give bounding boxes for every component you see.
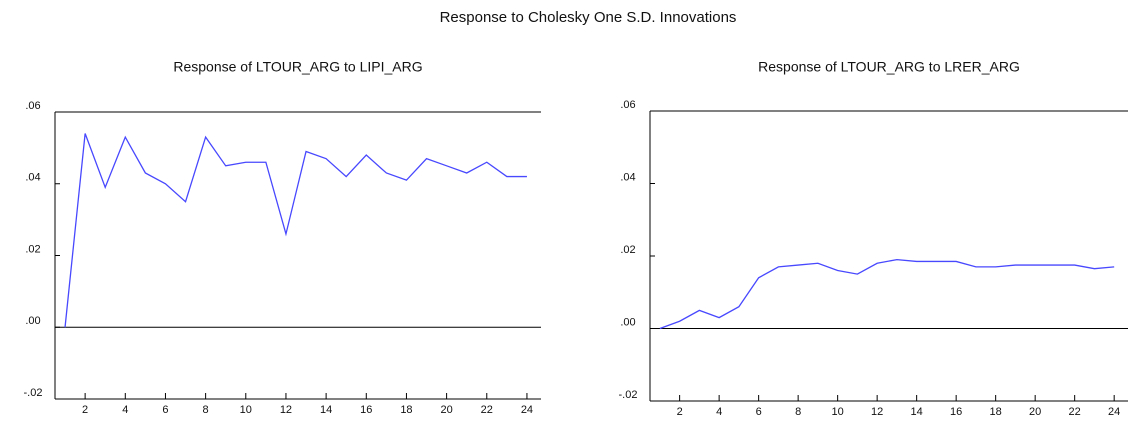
x-tick-label: 14: [320, 404, 332, 416]
x-tick-label: 24: [521, 404, 533, 416]
x-tick-label: 12: [871, 406, 883, 418]
x-tick-label: 8: [203, 404, 209, 416]
x-tick-label: 20: [440, 404, 452, 416]
series-line: [64, 133, 527, 328]
x-tick-label: 6: [756, 406, 762, 418]
x-tick-label: 16: [950, 406, 962, 418]
x-tick-label: 18: [990, 406, 1002, 418]
x-tick-label: 4: [716, 406, 722, 418]
y-tick-label: -.02: [619, 389, 638, 401]
x-tick-label: 22: [481, 404, 493, 416]
x-tick-label: 2: [82, 404, 88, 416]
chart-title: Response of LTOUR_ARG to LRER_ARG: [758, 59, 1020, 75]
figure-title: Response to Cholesky One S.D. Innovation…: [440, 9, 737, 26]
y-tick-label: .02: [25, 243, 40, 255]
x-tick-label: 4: [122, 404, 128, 416]
x-tick-label: 10: [240, 404, 252, 416]
y-tick-label: .04: [25, 172, 40, 184]
x-tick-label: 8: [795, 406, 801, 418]
series-line: [659, 258, 1115, 330]
y-tick-label: .06: [25, 100, 40, 112]
x-tick-label: 24: [1108, 406, 1120, 418]
y-tick-label: .00: [25, 315, 40, 327]
x-tick-label: 6: [162, 404, 168, 416]
x-tick-label: 12: [280, 404, 292, 416]
chart-title: Response of LTOUR_ARG to LIPI_ARG: [173, 59, 422, 75]
y-tick-label: .00: [620, 316, 635, 328]
x-tick-label: 16: [360, 404, 372, 416]
y-tick-label: .06: [620, 99, 635, 111]
x-tick-label: 22: [1069, 406, 1081, 418]
x-tick-label: 18: [400, 404, 412, 416]
x-tick-label: 14: [911, 406, 923, 418]
y-tick-label: -.02: [24, 387, 43, 399]
y-tick-label: .04: [620, 171, 635, 183]
y-tick-label: .02: [620, 244, 635, 256]
x-tick-label: 10: [832, 406, 844, 418]
x-tick-label: 20: [1029, 406, 1041, 418]
x-tick-label: 2: [677, 406, 683, 418]
